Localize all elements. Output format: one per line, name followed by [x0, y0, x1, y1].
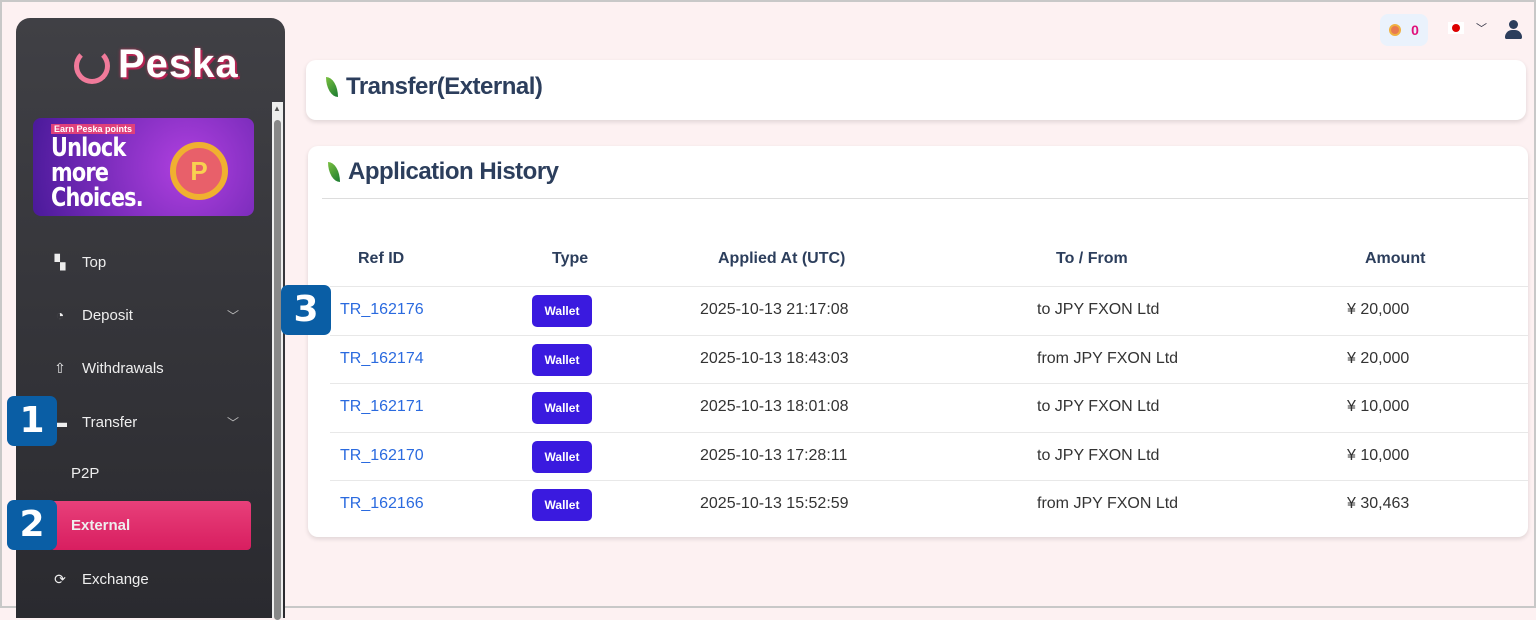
- callout-badge: 3: [281, 285, 331, 335]
- to-from: to JPY FXON Ltd: [1037, 301, 1160, 318]
- to-from: to JPY FXON Ltd: [1037, 398, 1160, 415]
- sidebar-item-withdrawals[interactable]: ⇧ Withdrawals: [16, 346, 251, 390]
- upload-icon: ⇧: [54, 359, 66, 376]
- to-from: to JPY FXON Ltd: [1037, 446, 1160, 464]
- japan-flag-icon[interactable]: [1448, 22, 1464, 34]
- sidebar-item-label: P2P: [71, 464, 100, 482]
- points-button[interactable]: 0: [1380, 14, 1428, 46]
- exchange-icon: ⟳: [54, 570, 66, 587]
- amount: ¥ 10,000: [1347, 446, 1410, 464]
- applied-at: 2025-10-13 21:17:08: [700, 301, 849, 318]
- type-badge: Wallet: [532, 392, 592, 424]
- sidebar-item-label: Top: [82, 253, 107, 271]
- table-row: TR_162170 Wallet 2025-10-13 17:28:11 to …: [330, 431, 1528, 480]
- deposit-icon: ◔: [55, 307, 65, 323]
- language-chevron-down-icon[interactable]: ﹀: [1476, 23, 1487, 35]
- to-from: from JPY FXON Ltd: [1037, 495, 1179, 512]
- type-badge: Wallet: [532, 440, 592, 473]
- table-row: TR_162174 Wallet 2025-10-13 18:43:03 fro…: [330, 334, 1528, 383]
- type-badge: Wallet: [532, 295, 592, 327]
- ref-id-link[interactable]: TR_162171: [340, 398, 424, 415]
- section-title: Application History: [348, 158, 559, 185]
- sidebar-item-p2p[interactable]: P2P: [16, 451, 251, 495]
- callout-badge: 1: [7, 396, 57, 446]
- ref-id-link[interactable]: TR_162174: [340, 349, 424, 367]
- type-badge: Wallet: [532, 489, 592, 521]
- sidebar: Peska Earn Peska points Unlock more Choice…: [16, 18, 285, 620]
- coin-icon: [1389, 24, 1402, 36]
- leaf-icon: [326, 77, 338, 97]
- amount: ¥ 30,463: [1347, 495, 1410, 512]
- table-row: TR_162166 Wallet 2025-10-13 15:52:59 fro…: [330, 480, 1528, 528]
- sidebar-item-label: Exchange: [82, 570, 149, 588]
- ref-id-link[interactable]: TR_162176: [340, 301, 424, 318]
- applied-at: 2025-10-13 15:52:59: [700, 495, 849, 512]
- column-header-ref-id: Ref ID: [358, 250, 405, 267]
- applied-at: 2025-10-13 18:43:03: [700, 349, 849, 367]
- sidebar-item-label: Deposit: [82, 306, 133, 324]
- type-badge: Wallet: [532, 343, 592, 376]
- column-header-amount: Amount: [1365, 250, 1426, 267]
- ref-id-link[interactable]: TR_162166: [340, 495, 424, 512]
- applied-at: 2025-10-13 17:28:11: [700, 446, 848, 464]
- banner-tag: Earn Peska points: [51, 124, 136, 134]
- column-header-applied-at: Applied At (UTC): [718, 250, 846, 267]
- callout-badge: 2: [7, 500, 57, 550]
- sidebar-item-deposit[interactable]: ◔ Deposit ﹀: [16, 293, 251, 337]
- coin-icon: P: [170, 142, 228, 200]
- table-row: TR_162176 Wallet 2025-10-13 21:17:08 to …: [330, 286, 1528, 334]
- amount: ¥ 20,000: [1347, 301, 1410, 318]
- table-row: TR_162171 Wallet 2025-10-13 18:01:08 to …: [330, 383, 1528, 431]
- sidebar-item-exchange[interactable]: ⟳ Exchange: [16, 557, 251, 601]
- sidebar-item-label: Withdrawals: [82, 359, 164, 377]
- banner-headline: Unlock more Choices.: [51, 133, 144, 213]
- sidebar-scrollbar[interactable]: ▲: [272, 102, 283, 620]
- leaf-icon: [328, 162, 340, 182]
- column-header-to-from: To / From: [1056, 250, 1128, 267]
- sidebar-item-label: Transfer: [82, 413, 138, 431]
- sidebar-item-top[interactable]: ▚ Top: [16, 240, 251, 284]
- points-count: 0: [1411, 22, 1419, 38]
- chevron-down-icon: ﹀: [226, 415, 239, 430]
- application-history-card: Application History Ref ID Type Applied …: [308, 146, 1528, 537]
- applied-at: 2025-10-13 18:01:08: [700, 398, 849, 415]
- chevron-down-icon: ﹀: [226, 308, 239, 323]
- ref-id-link[interactable]: TR_162170: [340, 446, 424, 464]
- peska-logo[interactable]: Peska: [74, 42, 239, 87]
- amount: ¥ 20,000: [1347, 349, 1410, 367]
- to-from: from JPY FXON Ltd: [1037, 349, 1179, 367]
- column-header-type: Type: [552, 250, 589, 267]
- sidebar-item-external[interactable]: External: [50, 501, 251, 550]
- page-title: Transfer(External): [346, 73, 543, 100]
- dashboard-icon: ▚: [54, 253, 66, 270]
- page-header-card: Transfer(External): [306, 60, 1526, 120]
- sidebar-item-label: External: [71, 517, 131, 534]
- divider: [322, 198, 1528, 199]
- promo-banner[interactable]: Earn Peska points Unlock more Choices. P: [33, 118, 254, 216]
- user-icon[interactable]: [1504, 20, 1522, 40]
- amount: ¥ 10,000: [1347, 398, 1410, 415]
